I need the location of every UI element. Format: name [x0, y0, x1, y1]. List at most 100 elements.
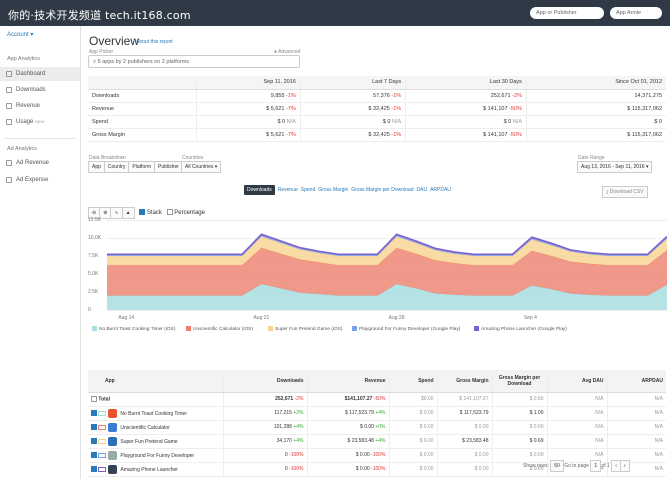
series-toggle-icon[interactable] — [98, 410, 107, 416]
sidebar-item-revenue[interactable]: Revenue — [0, 99, 80, 113]
value: $ 0.00 — [419, 410, 434, 416]
table-row[interactable]: No Burnt Toast Cooking Timer 117,215 +2% $… — [88, 406, 666, 421]
revenue-cell: $ 117,523.79 +4% — [306, 406, 389, 421]
row-checkbox[interactable] — [91, 438, 97, 444]
value: $ 141,107.27 — [459, 396, 489, 402]
app-name-link[interactable]: No Burnt Toast Cooking Timer — [120, 410, 187, 417]
value: N/A — [595, 396, 604, 402]
legend-item[interactable]: Unscientific Calculator (iOS) — [186, 326, 253, 332]
tab-gross-margin-per-download[interactable]: Gross Margin per Download — [351, 187, 414, 193]
tab-dau[interactable]: DAU — [416, 187, 428, 193]
col-avg-dau[interactable]: Avg DAU — [546, 370, 607, 393]
row-checkbox[interactable] — [91, 424, 97, 430]
sidebar-item-ad-revenue[interactable]: Ad Revenue — [0, 156, 80, 170]
value: $ 0.56 — [529, 396, 544, 402]
tab-downloads[interactable]: Downloads — [244, 185, 275, 195]
app-name-link[interactable]: Amazing Phone Launcher — [120, 466, 178, 473]
app-icon — [108, 450, 118, 460]
app-name-link[interactable]: Super Fun Pretend Game — [120, 438, 178, 445]
value: $ 0.00 — [419, 452, 434, 458]
table-row[interactable]: Amazing Phone Launcher 0 -100% $ 0.00 -100… — [88, 462, 666, 477]
zoom-in-icon[interactable]: ⊕ — [99, 207, 112, 219]
total-checkbox[interactable] — [91, 395, 97, 402]
advanced-link[interactable]: ● Advanced — [274, 49, 300, 55]
area-chart-icon[interactable]: ▲ — [121, 207, 135, 219]
next-page-icon[interactable]: › — [619, 460, 630, 472]
breakdown-platform-button[interactable]: Platform — [128, 161, 156, 173]
summary-change: -7% — [286, 131, 296, 138]
row-checkbox[interactable] — [91, 410, 97, 416]
summary-table: Sep 11, 2016 Last 7 Days Last 30 Days Since… — [88, 76, 666, 142]
metric-cell: N/A — [606, 420, 666, 435]
page-title: Overview — [89, 34, 140, 48]
legend-swatch — [92, 326, 97, 331]
watermark: 你的·技术开发频道 tech.it168.com — [8, 9, 191, 22]
row-checkbox[interactable] — [91, 452, 97, 458]
sidebar-item-dashboard[interactable]: Dashboard — [0, 67, 80, 81]
countries-dropdown[interactable]: All Countries ▾ — [181, 161, 222, 173]
col-app[interactable]: App — [88, 370, 223, 393]
value: $ 0.00 — [355, 466, 370, 472]
summary-cell: $ 32,425 -1% — [299, 102, 406, 116]
table-row[interactable]: Playground For Funny Developer 0 -100% $ 0… — [88, 448, 666, 463]
tab-revenue[interactable]: Revenue — [277, 187, 298, 193]
download-icon — [6, 87, 12, 93]
value: $ 0.00 — [529, 466, 544, 472]
breakdown-publisher-button[interactable]: Publisher — [154, 161, 183, 173]
total-cell: Total — [88, 392, 223, 407]
col-label: Gross Margin per Download — [498, 374, 541, 387]
legend-item[interactable]: Playground For Funny Developer (Google P… — [352, 326, 460, 332]
legend-item[interactable]: Super Fun Pretend Game (iOS) — [268, 326, 342, 332]
col-spend[interactable]: Spend — [388, 370, 437, 393]
col-gross-margin-per-download[interactable]: Gross Margin per Download — [491, 370, 547, 393]
tab-arpdau[interactable]: ARPDAU — [430, 187, 451, 193]
series-toggle-icon[interactable] — [98, 466, 107, 472]
account-search-input[interactable]: App Annie — [610, 7, 662, 19]
sidebar-item-ad-expense[interactable]: Ad Expense — [0, 173, 80, 187]
percentage-checkbox[interactable] — [166, 209, 173, 216]
legend-item[interactable]: Amazing Phone Launcher (Google Play) — [474, 326, 567, 332]
sidebar-item-usage[interactable]: Usage NEW — [0, 115, 80, 129]
tab-spend[interactable]: Spend — [300, 187, 316, 193]
legend-item[interactable]: No Burnt Toast Cooking Timer (iOS) — [92, 326, 175, 332]
app-picker-value: 5 apps by 2 publishers on 2 platforms — [97, 59, 190, 65]
table-row[interactable]: Super Fun Pretend Game 34,170 +4% $ 23,583… — [88, 434, 666, 449]
col-label: Gross Margin — [456, 377, 489, 384]
line-chart-icon[interactable]: ∿ — [110, 207, 123, 219]
summary-value: $ 5,621 — [266, 131, 285, 138]
account-menu[interactable]: Account ▾ — [7, 32, 34, 38]
summary-cell: $ 141,107 -50% — [405, 102, 527, 116]
revenue-cell: $ 23,583.48 +4% — [306, 434, 389, 449]
rows-per-page-select[interactable]: 50 — [550, 460, 564, 472]
page-input[interactable]: 1 — [590, 460, 602, 472]
col-downloads[interactable]: Downloads — [222, 370, 307, 393]
summary-row: Gross Margin $ 5,621 -7% $ 32,425 -1% $ 141… — [88, 128, 666, 142]
col-revenue[interactable]: Revenue — [306, 370, 389, 393]
about-report-link[interactable]: About this report — [136, 39, 173, 45]
table-row[interactable]: Unscientific Calculator 101,288 +4% $ 0.00… — [88, 420, 666, 435]
app-name-link[interactable]: Playground For Funny Developer — [120, 452, 195, 459]
app-picker-input[interactable]: ⌕ 5 apps by 2 publishers on 2 platforms — [88, 55, 300, 68]
series-toggle-icon[interactable] — [98, 438, 107, 444]
col-gross-margin[interactable]: Gross Margin — [436, 370, 492, 393]
change: +4% — [375, 438, 386, 444]
app-search-input[interactable]: App or Publisher — [530, 7, 604, 19]
row-checkbox[interactable] — [91, 466, 97, 472]
summary-value: $ 0 — [503, 118, 512, 125]
summary-change: -1% — [286, 92, 296, 99]
sidebar-section-app-analytics: App Analytics — [7, 56, 41, 62]
breakdown-app-button[interactable]: App — [88, 161, 105, 173]
series-toggle-icon[interactable] — [98, 452, 107, 458]
summary-row-label: Downloads — [88, 89, 196, 103]
col-arpdau[interactable]: ARPDAU — [606, 370, 666, 393]
sidebar-item-downloads[interactable]: Downloads — [0, 83, 80, 97]
app-name-link[interactable]: Unscientific Calculator — [120, 424, 170, 431]
stack-checkbox[interactable] — [139, 209, 146, 216]
value: N/A — [654, 466, 663, 472]
tab-gross-margin[interactable]: Gross Margin — [318, 187, 349, 193]
sidebar-divider — [4, 138, 76, 139]
download-csv-button[interactable]: ⤓ Download CSV — [602, 186, 648, 198]
breakdown-country-button[interactable]: Country — [103, 161, 130, 173]
date-range-dropdown[interactable]: Aug 13, 2016 - Sep 11, 2016 ▾ — [577, 161, 653, 173]
series-toggle-icon[interactable] — [98, 424, 107, 430]
